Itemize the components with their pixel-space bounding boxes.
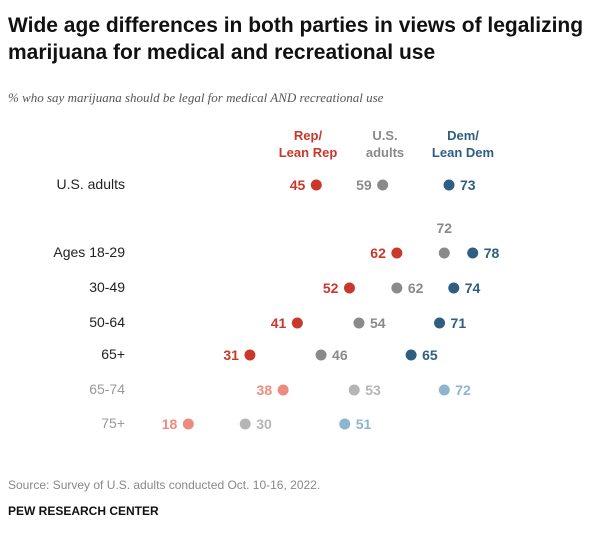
rep-value-label: 41 bbox=[271, 315, 287, 331]
us-value-label: 53 bbox=[365, 382, 381, 398]
us-dot bbox=[348, 384, 360, 396]
rep-dot bbox=[244, 349, 256, 361]
dem-dot bbox=[438, 384, 450, 396]
rep-value-label: 31 bbox=[223, 347, 239, 363]
source-note: Source: Survey of U.S. adults conducted … bbox=[8, 478, 321, 492]
legend-us: U.S. adults bbox=[365, 128, 405, 160]
rep-dot bbox=[277, 384, 289, 396]
row-label: 65+ bbox=[101, 346, 125, 362]
dem-value-label: 73 bbox=[460, 177, 476, 193]
dem-dot bbox=[405, 349, 417, 361]
us-dot bbox=[239, 418, 251, 430]
rep-dot bbox=[291, 317, 303, 329]
dem-value-label: 72 bbox=[455, 382, 471, 398]
us-dot bbox=[315, 349, 327, 361]
row-label: 75+ bbox=[101, 415, 125, 431]
row-label: Ages 18-29 bbox=[53, 244, 125, 260]
us-value-label: 62 bbox=[408, 280, 424, 296]
dem-dot bbox=[434, 317, 446, 329]
dem-dot bbox=[467, 247, 479, 259]
rep-dot bbox=[343, 282, 355, 294]
us-dot bbox=[438, 247, 450, 259]
us-value-label: 72 bbox=[436, 220, 452, 236]
us-dot bbox=[353, 317, 365, 329]
rep-value-label: 52 bbox=[323, 280, 339, 296]
legend-rep: Rep/ Lean Rep bbox=[278, 128, 338, 160]
rep-value-label: 45 bbox=[290, 177, 306, 193]
dem-value-label: 51 bbox=[356, 416, 372, 432]
legend-dem: Dem/ Lean Dem bbox=[431, 128, 495, 160]
rep-value-label: 38 bbox=[257, 382, 273, 398]
rep-dot bbox=[182, 418, 194, 430]
rep-value-label: 18 bbox=[162, 416, 178, 432]
chart-subtitle: % who say marijuana should be legal for … bbox=[8, 90, 384, 105]
org-name: PEW RESEARCH CENTER bbox=[8, 504, 159, 518]
row-label: U.S. adults bbox=[56, 176, 125, 192]
us-value-label: 59 bbox=[356, 177, 372, 193]
us-value-label: 30 bbox=[256, 416, 272, 432]
dem-value-label: 71 bbox=[451, 315, 467, 331]
rep-dot bbox=[391, 247, 403, 259]
row-label: 65-74 bbox=[89, 381, 125, 397]
row-label: 30-49 bbox=[89, 279, 125, 295]
dem-value-label: 74 bbox=[465, 280, 481, 296]
rep-value-label: 62 bbox=[370, 245, 386, 261]
dem-dot bbox=[339, 418, 351, 430]
row-label: 50-64 bbox=[89, 314, 125, 330]
chart-title: Wide age differences in both parties in … bbox=[8, 14, 584, 64]
dem-value-label: 78 bbox=[484, 245, 500, 261]
rep-dot bbox=[310, 179, 322, 191]
dem-dot bbox=[443, 179, 455, 191]
dem-dot bbox=[448, 282, 460, 294]
us-dot bbox=[391, 282, 403, 294]
us-dot bbox=[377, 179, 389, 191]
us-value-label: 54 bbox=[370, 315, 386, 331]
dem-value-label: 65 bbox=[422, 347, 438, 363]
us-value-label: 46 bbox=[332, 347, 348, 363]
